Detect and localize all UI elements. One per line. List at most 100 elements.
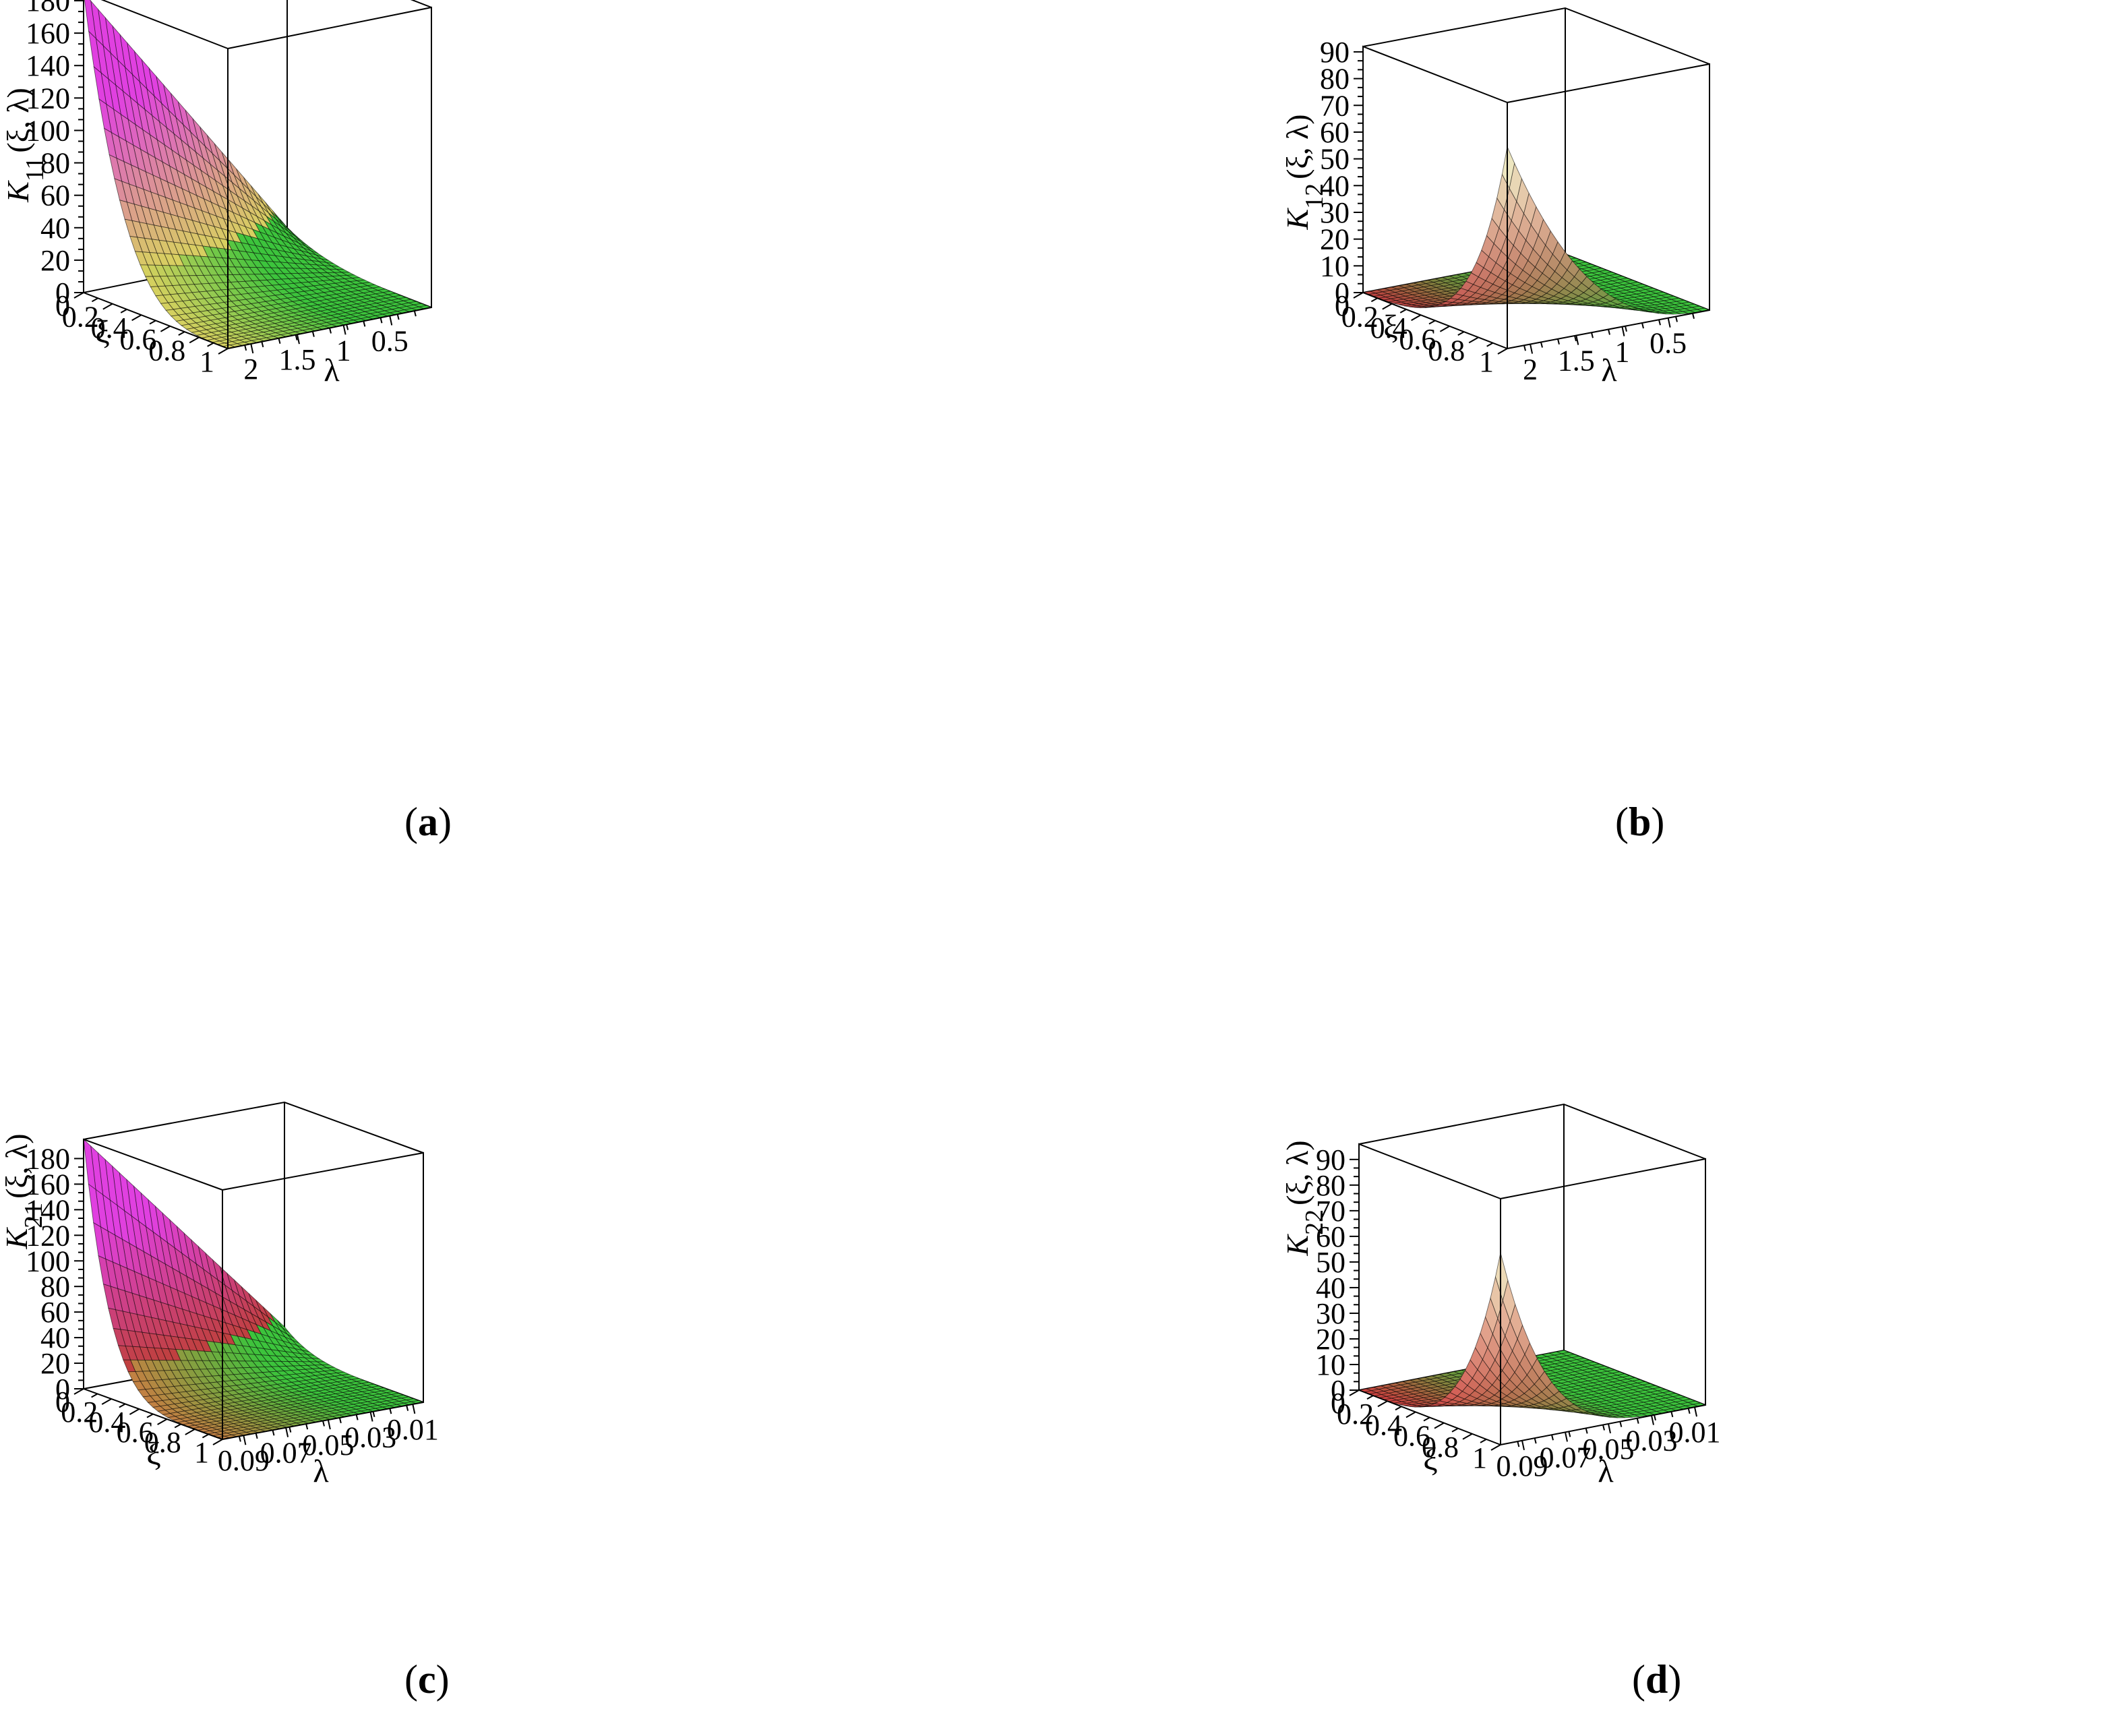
xi-tick-mark xyxy=(73,1388,84,1395)
lambda-tick-label: 0.05 xyxy=(302,1429,354,1462)
xi-tick-label: 0.4 xyxy=(1370,311,1408,345)
z-tick-label: 10 xyxy=(1316,1348,1345,1381)
xi-tick-mark xyxy=(160,325,171,332)
lambda-minor-tick xyxy=(1585,1428,1588,1434)
xi-tick-label: 1 xyxy=(194,1436,209,1469)
lambda-tick-label: 0.09 xyxy=(1496,1449,1548,1483)
panel-a: 0 20 40 60 80 100 120 140 160 180 0 0.2 0.4 0.6 0.8 1 2 1… xyxy=(0,0,1059,868)
z-tick-label: 20 xyxy=(1320,223,1350,256)
xi-tick-mark xyxy=(218,348,229,355)
lambda-minor-tick xyxy=(1675,316,1678,322)
lambda-tick-mark xyxy=(1608,1423,1611,1434)
xi-axis-label: ξ xyxy=(95,314,109,350)
caption-d: (d) xyxy=(1632,1657,1682,1702)
z-tick-label: 20 xyxy=(40,1347,70,1380)
lambda-minor-tick xyxy=(322,1420,325,1427)
xi-tick-label: 0.8 xyxy=(1422,1431,1459,1464)
xi-tick-label: 0.8 xyxy=(148,334,185,367)
z-tick-label: 180 xyxy=(26,0,70,18)
z-tick-label: 160 xyxy=(26,1168,70,1201)
xi-tick-mark xyxy=(131,314,142,322)
z-axis-label: K11(ξ, λ) xyxy=(1,88,49,203)
caption-b: (b) xyxy=(1615,800,1665,844)
lambda-minor-tick xyxy=(1591,332,1594,338)
lambda-minor-tick xyxy=(1687,1408,1691,1414)
panel-d: 0 10 20 30 40 50 60 70 80 90 0 0.2 0.4 0.6 0.8 1 0.09 0.0… xyxy=(1059,868,2118,1735)
xi-minor-tick xyxy=(1451,1427,1459,1433)
lambda-tick-label: 0.01 xyxy=(387,1413,439,1446)
z-tick-label: 40 xyxy=(40,212,70,245)
lambda-tick-mark xyxy=(1565,1432,1568,1442)
z-tick-label: 0 xyxy=(1335,276,1350,309)
surface-mesh xyxy=(84,0,433,349)
lambda-minor-tick xyxy=(1670,1411,1674,1418)
xi-tick-mark xyxy=(101,1398,112,1405)
lambda-minor-tick xyxy=(396,313,400,320)
xi-axis-label: ξ xyxy=(1423,1441,1437,1477)
xi-tick-label: 0.8 xyxy=(144,1426,181,1459)
xi-tick-label: 1 xyxy=(1472,1441,1487,1474)
lambda-minor-tick xyxy=(1574,335,1577,342)
xi-tick-label: 0 xyxy=(55,289,70,322)
lambda-minor-tick xyxy=(346,324,349,330)
z-tick-label: 40 xyxy=(1320,169,1350,202)
xi-minor-tick xyxy=(178,331,185,336)
xi-tick-mark xyxy=(1439,325,1450,332)
surface-mesh xyxy=(1358,1253,1707,1418)
lambda-tick-mark xyxy=(243,1435,247,1445)
z-tick-label: 60 xyxy=(40,1296,70,1329)
lambda-minor-tick xyxy=(272,1430,275,1436)
xi-minor-tick xyxy=(1480,1439,1487,1443)
xi-minor-tick xyxy=(1486,342,1494,347)
lambda-minor-tick xyxy=(238,1436,241,1442)
xi-minor-tick xyxy=(120,309,127,313)
lambda-tick-label: 0.5 xyxy=(371,324,409,357)
xi-tick-mark xyxy=(1434,1422,1445,1429)
lambda-minor-tick xyxy=(1692,313,1695,319)
lambda-tick-mark xyxy=(389,316,393,326)
caption-a-letter: a xyxy=(417,800,438,844)
lambda-tick-mark xyxy=(342,325,346,335)
lambda-tick-label: 2 xyxy=(243,353,258,386)
z-tick-label: 90 xyxy=(1320,36,1350,69)
lambda-minor-tick xyxy=(261,341,264,348)
svg-text:K21(ξ, λ): K21(ξ, λ) xyxy=(0,1133,48,1249)
xi-tick-mark xyxy=(1353,292,1364,299)
lambda-tick-mark xyxy=(369,1412,373,1422)
lambda-minor-tick xyxy=(311,331,315,337)
xi-tick-label: 0.8 xyxy=(1428,334,1465,367)
z-tick-label: 10 xyxy=(1320,249,1350,282)
lambda-tick-mark xyxy=(1575,335,1579,345)
lambda-minor-tick xyxy=(1534,1437,1537,1444)
lambda-tick-label: 1.5 xyxy=(278,343,315,376)
lambda-minor-tick xyxy=(1625,326,1627,332)
lambda-tick-mark xyxy=(1621,326,1625,336)
lambda-tick-mark xyxy=(1651,1415,1654,1425)
xi-tick-label: 0.2 xyxy=(1337,1398,1374,1431)
xi-minor-tick xyxy=(1423,1416,1430,1422)
xi-tick-mark xyxy=(1490,1444,1501,1451)
z-tick-label: 120 xyxy=(26,82,70,115)
lambda-tick-mark xyxy=(250,343,254,354)
lambda-minor-tick xyxy=(1551,1435,1554,1441)
lambda-tick-label: 1.5 xyxy=(1558,345,1595,378)
z-tick-label: 80 xyxy=(40,1270,70,1303)
xi-tick-mark xyxy=(1468,336,1479,344)
xi-tick-mark xyxy=(185,1429,195,1435)
xi-minor-tick xyxy=(202,1433,209,1439)
xi-tick-label: 0.2 xyxy=(1341,301,1379,334)
lambda-minor-tick xyxy=(389,1408,392,1414)
xi-minor-tick xyxy=(1428,320,1436,325)
xi-minor-tick xyxy=(207,342,214,347)
z-axis-label: K21(ξ, λ) xyxy=(0,1133,48,1249)
lambda-minor-tick xyxy=(1517,1441,1520,1447)
z-tick-label: 100 xyxy=(26,1245,70,1278)
z-tick-label: 60 xyxy=(1320,116,1350,149)
z-tick-label: 140 xyxy=(26,1193,70,1226)
lambda-minor-tick xyxy=(1654,1414,1656,1420)
xi-tick-label: 0 xyxy=(55,1385,70,1418)
lambda-axis-label: λ xyxy=(313,1454,329,1489)
caption-d-letter: d xyxy=(1645,1657,1668,1702)
z-tick-label: 160 xyxy=(26,17,70,50)
